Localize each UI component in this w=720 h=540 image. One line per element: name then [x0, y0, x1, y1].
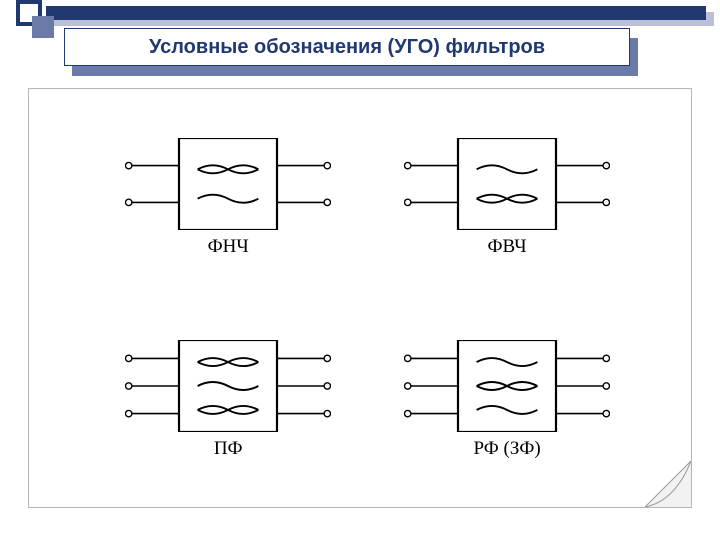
- filter-svg: [125, 340, 331, 432]
- page-title: Условные обозначения (УГО) фильтров: [149, 36, 545, 59]
- deco-bar: [46, 6, 706, 20]
- title-container: Условные обозначения (УГО) фильтров: [64, 28, 630, 66]
- slide: Условные обозначения (УГО) фильтров ФНЧФ…: [0, 0, 720, 540]
- filter-svg: [404, 138, 610, 230]
- filter-label: РФ (ЗФ): [473, 438, 540, 460]
- filter-label: ФНЧ: [208, 236, 249, 258]
- filter-symbol: ФНЧ: [125, 138, 331, 258]
- filter-symbol: РФ (ЗФ): [404, 340, 610, 460]
- page-curl: [645, 461, 691, 507]
- filter-label: ПФ: [214, 438, 243, 460]
- content-area: ФНЧ ФВЧ ПФ РФ (ЗФ): [28, 88, 692, 508]
- filter-label: ФВЧ: [488, 236, 527, 258]
- filter-grid: ФНЧ ФВЧ ПФ РФ (ЗФ): [29, 89, 691, 507]
- deco-square-inner: [32, 16, 54, 38]
- filter-svg: [125, 138, 331, 230]
- title-box: Условные обозначения (УГО) фильтров: [64, 28, 630, 66]
- filter-svg: [404, 340, 610, 432]
- filter-symbol: ПФ: [125, 340, 331, 460]
- filter-symbol: ФВЧ: [404, 138, 610, 258]
